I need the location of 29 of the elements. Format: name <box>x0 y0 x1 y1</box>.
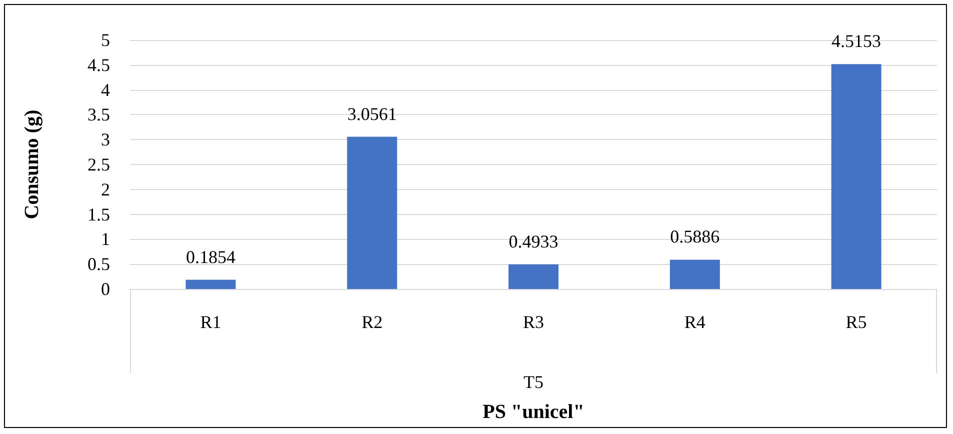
x-tick-label: R1 <box>200 312 222 332</box>
bar <box>670 260 720 289</box>
x-axis-title: PS "unicel" <box>482 401 584 423</box>
x-tick-label: R3 <box>522 312 544 332</box>
data-label: 0.4933 <box>508 231 558 252</box>
x-tick-label: R5 <box>846 312 867 332</box>
data-label: 0.5886 <box>670 226 720 247</box>
y-tick-label: 0 <box>101 279 110 299</box>
y-tick-label: 1 <box>101 229 110 250</box>
y-tick-label: 1.5 <box>88 204 110 224</box>
x-tick-label: R4 <box>684 312 706 332</box>
y-tick-label: 2 <box>101 179 110 200</box>
y-tick-label: 5 <box>101 30 110 50</box>
bar <box>831 64 882 289</box>
y-tick-label: 3.5 <box>88 104 110 125</box>
data-label: 0.1854 <box>186 246 236 267</box>
text: T5 <box>522 372 544 393</box>
y-tick-label: 4.5 <box>88 54 110 75</box>
y-tick-label: 2.5 <box>88 154 110 174</box>
y-tick-label: 4 <box>101 80 110 100</box>
data-label: 3.0561 <box>347 104 397 124</box>
bar <box>508 264 558 289</box>
y-axis-title: Consumo (g) <box>21 110 43 220</box>
x-tick-label: R2 <box>362 312 383 332</box>
bar <box>186 280 236 289</box>
data-label: 4.5153 <box>832 31 882 52</box>
y-tick-label: 3 <box>101 130 110 150</box>
y-tick-label: 0.5 <box>88 254 110 274</box>
bar <box>347 136 398 289</box>
